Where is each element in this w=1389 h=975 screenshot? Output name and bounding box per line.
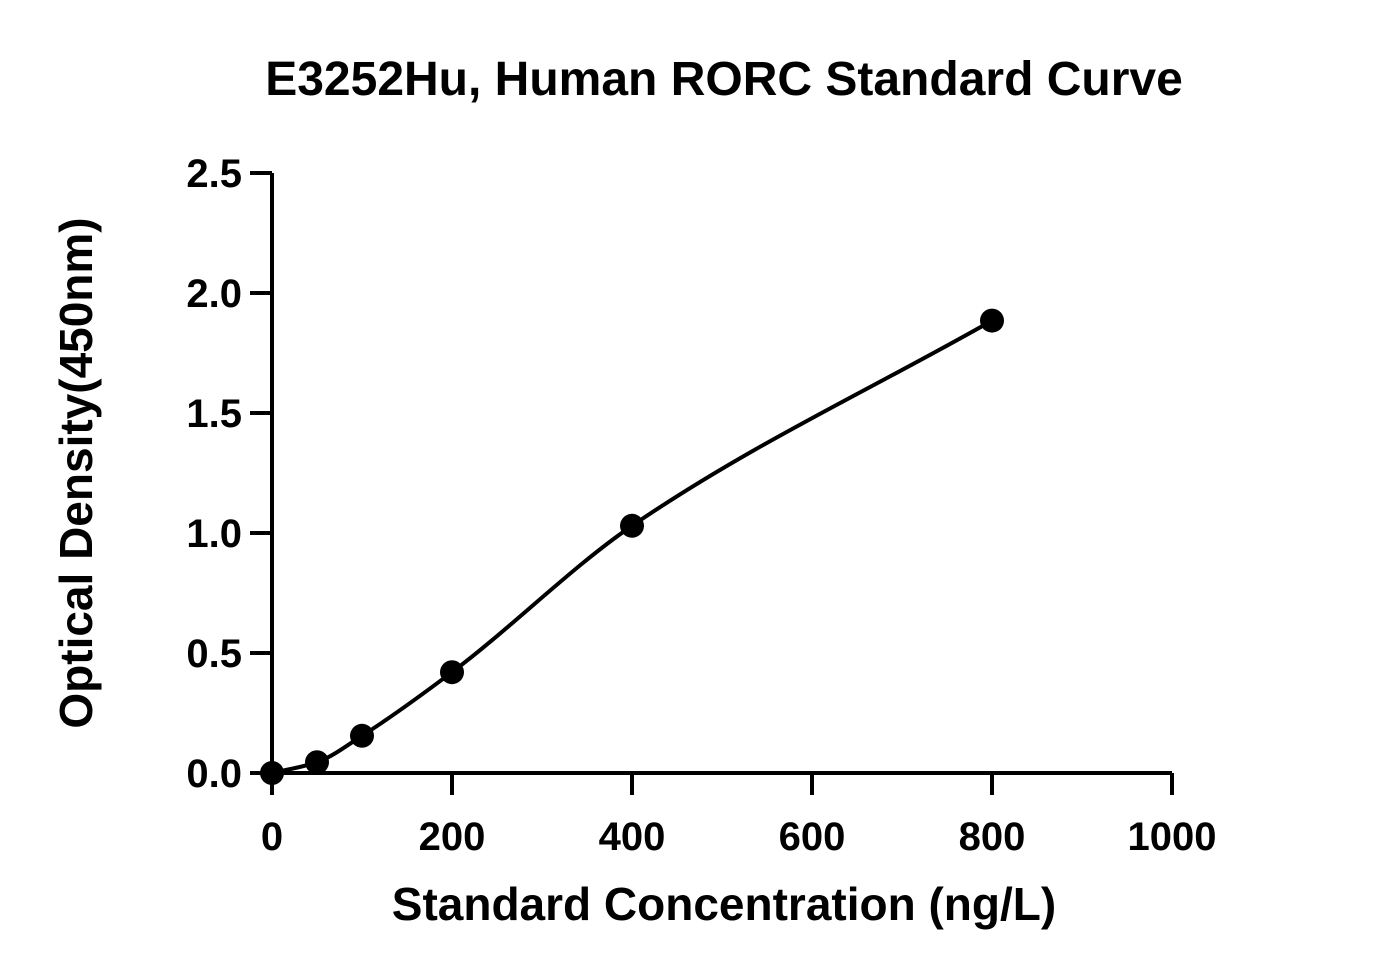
x-tick-label: 600 — [779, 815, 846, 859]
fit-curve — [271, 318, 993, 775]
y-tick-label: 0.0 — [186, 752, 242, 796]
y-tick-label: 1.0 — [186, 512, 242, 556]
chart-title: E3252Hu, Human RORC Standard Curve — [265, 53, 1183, 106]
y-tick-label: 2.5 — [186, 152, 242, 196]
ticks: 0 200 400 600 800 1000 0.0 0.5 1.0 1.5 2.0 2.5 — [186, 152, 1216, 859]
data-point — [305, 750, 329, 775]
data-point — [980, 308, 1004, 333]
y-tick-label: 1.5 — [186, 392, 242, 436]
x-tick-label: 800 — [959, 815, 1026, 859]
y-tick-label: 0.5 — [186, 632, 242, 676]
x-tick-label: 200 — [419, 815, 486, 859]
data-point — [260, 761, 284, 785]
data-point — [440, 660, 464, 685]
x-axis-label: Standard Concentration (ng/L) — [392, 878, 1056, 930]
y-axis-label: Optical Density(450nm) — [50, 217, 102, 728]
x-tick-label: 0 — [261, 815, 283, 859]
data-point — [350, 723, 374, 748]
y-tick-label: 2.0 — [186, 272, 242, 316]
x-tick-label: 1000 — [1128, 815, 1217, 859]
data-points — [260, 308, 1004, 785]
data-point — [620, 513, 644, 538]
axes — [270, 173, 1172, 775]
x-tick-label: 400 — [599, 815, 666, 859]
